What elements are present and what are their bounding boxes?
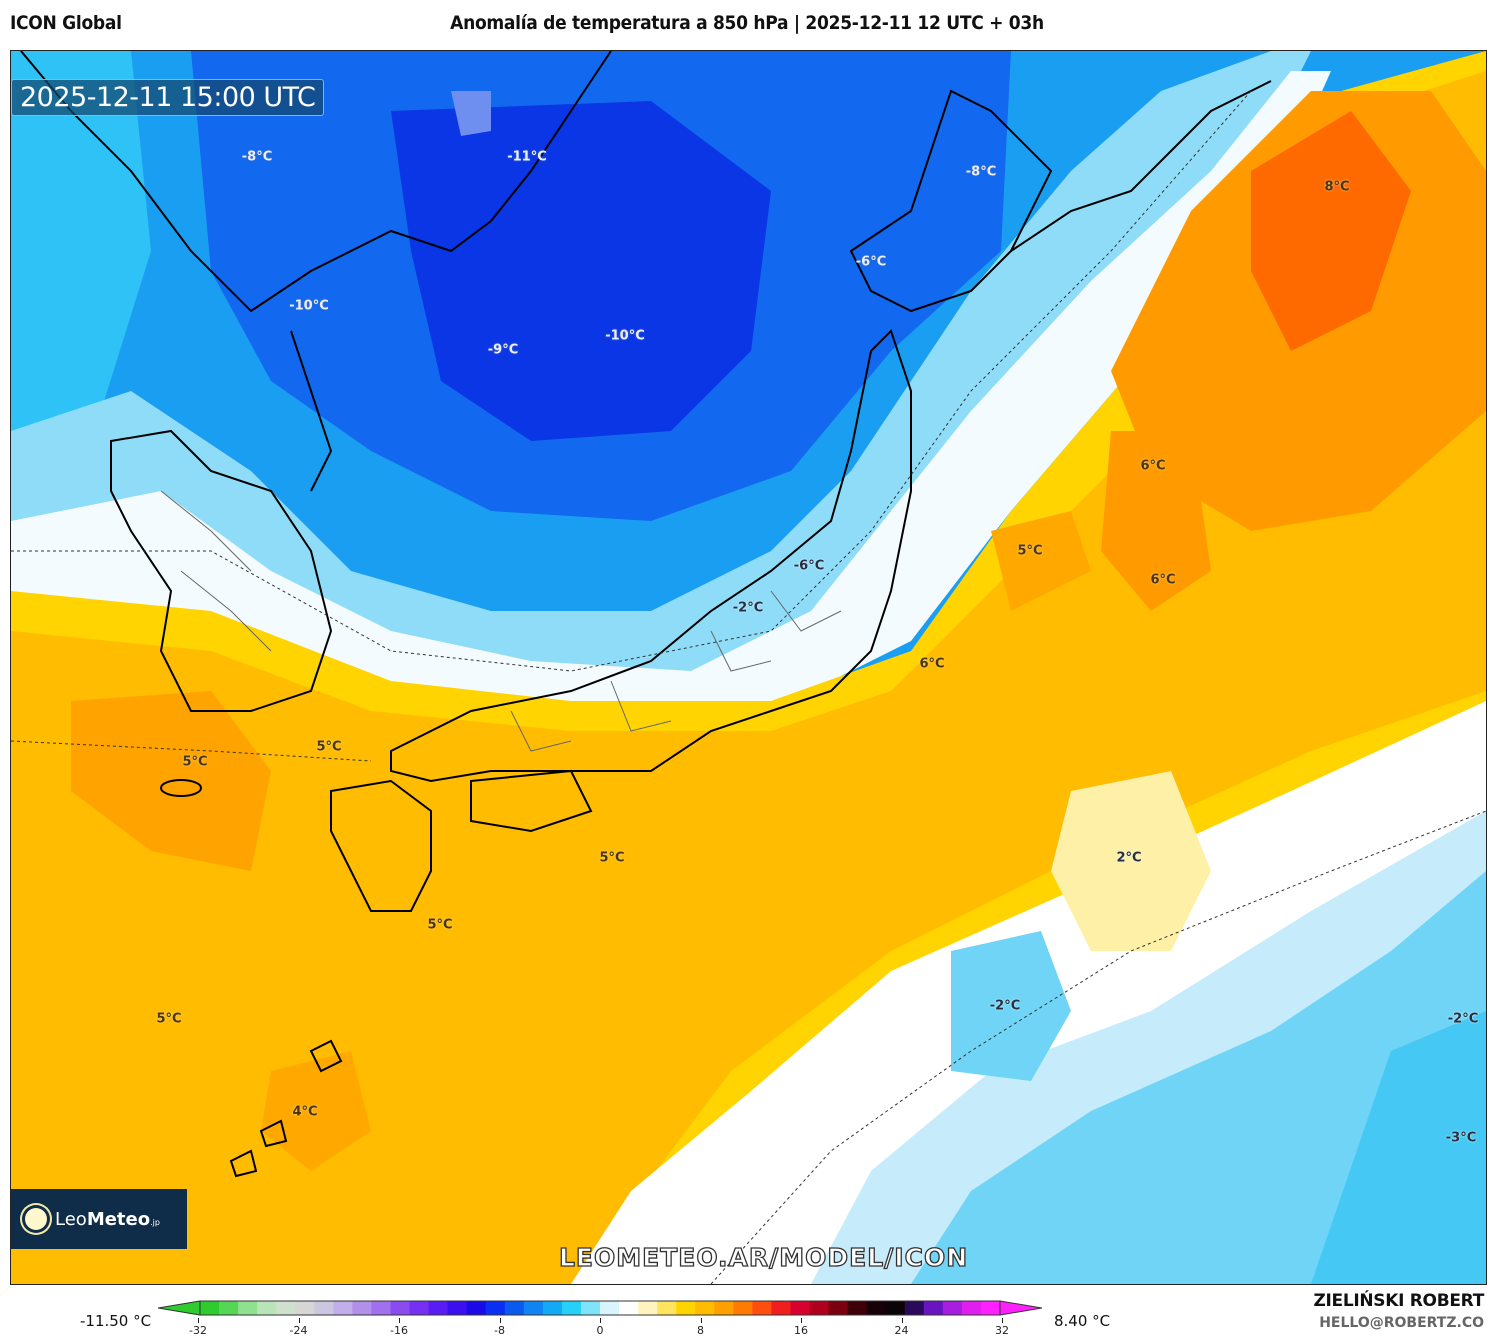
tick-mark: [1002, 1318, 1003, 1323]
contour-label: 6°C: [1150, 572, 1176, 588]
tick-label: 16: [794, 1324, 808, 1337]
contour-label: -2°C: [989, 998, 1021, 1014]
model-name: ICON Global: [10, 12, 122, 34]
contour-label: 5°C: [599, 850, 625, 866]
colorbar-min-value: -11.50 °C: [80, 1312, 152, 1330]
page-title: Anomalía de temperatura a 850 hPa | 2025…: [450, 12, 1044, 34]
tick-label: 24: [894, 1324, 909, 1337]
tick-label: -16: [390, 1324, 408, 1337]
tick-label: -8: [494, 1324, 505, 1337]
tick-mark: [901, 1318, 903, 1323]
tick-mark: [499, 1318, 501, 1323]
tick-label: -32: [189, 1324, 207, 1337]
contour-label: 5°C: [1017, 543, 1043, 559]
logo-text: LeoMeteo.jp: [55, 1208, 160, 1230]
author-credit: ZIELIŃSKI ROBERT: [1313, 1291, 1484, 1311]
colorbar: [158, 1300, 1042, 1316]
contour-label: 5°C: [316, 739, 342, 755]
tick-label: -24: [289, 1324, 308, 1337]
tick-mark: [700, 1318, 702, 1323]
tick-label: 32: [995, 1324, 1009, 1337]
author-email[interactable]: HELLO@ROBERTZ.CO: [1319, 1315, 1484, 1331]
contour-label: -3°C: [1445, 1130, 1477, 1146]
tick-mark: [298, 1318, 300, 1323]
contour-label: 4°C: [292, 1104, 318, 1120]
contour-label: 5°C: [182, 754, 208, 770]
contour-label: -11°C: [507, 149, 547, 165]
contour-label: -2°C: [1447, 1011, 1479, 1027]
leometeo-logo[interactable]: LeoMeteo.jp: [11, 1189, 187, 1249]
contour-label: -10°C: [289, 298, 329, 314]
tick-mark: [600, 1318, 601, 1323]
contour-label: -8°C: [965, 164, 997, 180]
contour-label: -8°C: [241, 149, 273, 165]
watermark-url: LEOMETEO.AR/MODEL/ICON: [558, 1242, 969, 1272]
tick-label: 0: [596, 1324, 604, 1337]
tick-mark: [198, 1318, 199, 1323]
tick-mark: [399, 1318, 400, 1323]
tick-label: 8: [697, 1324, 704, 1337]
contour-label: -6°C: [793, 558, 825, 574]
contour-label: -6°C: [855, 254, 887, 270]
map-fill: [11, 51, 1486, 1284]
sun-icon: [25, 1208, 47, 1230]
valid-time-badge: 2025-12-11 15:00 UTC: [11, 79, 325, 116]
colorbar-max-value: 8.40 °C: [1054, 1312, 1111, 1330]
contour-label: 5°C: [427, 917, 453, 933]
colorbar-ticks: -32 -24 -16 -8 0 8 16 24 32: [0, 1318, 1494, 1338]
contour-label: 2°C: [1116, 850, 1142, 866]
contour-label: 6°C: [1140, 458, 1166, 474]
contour-label: 5°C: [156, 1011, 182, 1027]
temperature-anomaly-map: 2025-12-11 15:00 UTC -8°C -11°C -8°C 8°C -6°…: [10, 50, 1487, 1285]
contour-label: 8°C: [1324, 179, 1350, 195]
contour-label: -10°C: [605, 328, 645, 344]
tick-mark: [801, 1318, 802, 1323]
contour-label: -9°C: [487, 342, 519, 358]
contour-label: -2°C: [732, 600, 764, 616]
contour-label: 6°C: [919, 656, 945, 672]
